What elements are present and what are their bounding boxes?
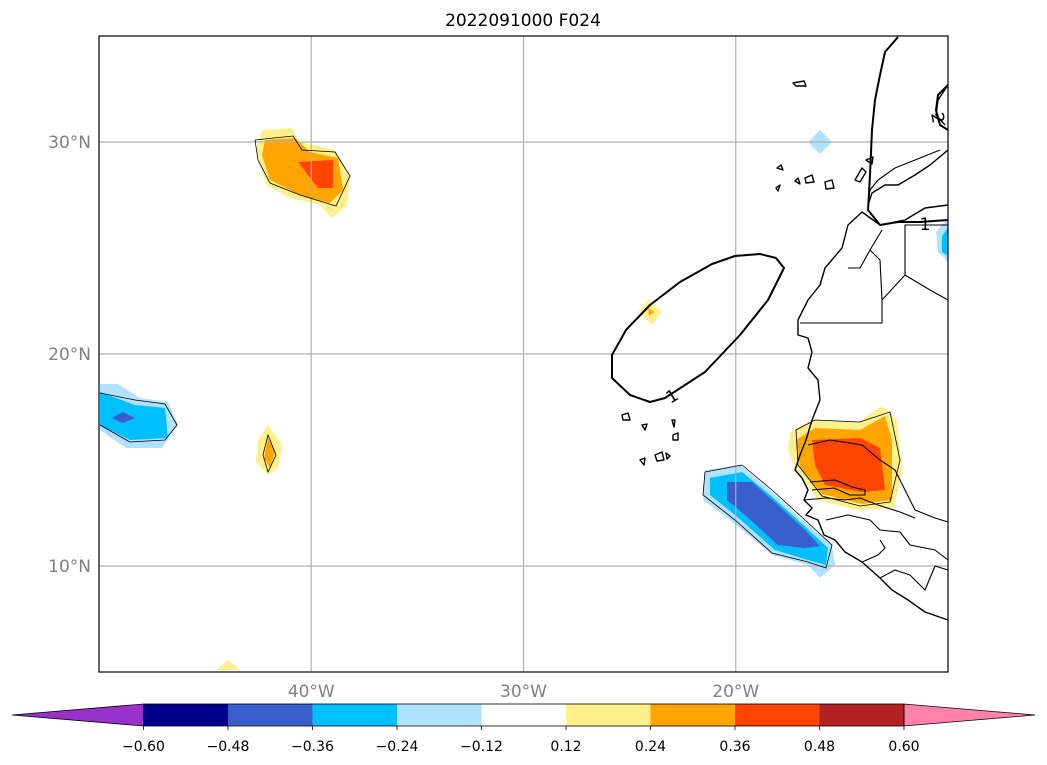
colorbar-segment xyxy=(566,704,651,726)
colorbar-segment xyxy=(481,704,566,726)
colorbar-level-label: 0.24 xyxy=(635,739,666,755)
contour-label-africa: 1 xyxy=(920,215,931,235)
outline-north-blob xyxy=(254,135,351,207)
colorbar-segment xyxy=(397,704,482,726)
colorbar-segment xyxy=(819,704,904,726)
border-mauritania-north xyxy=(800,224,948,324)
border-morocco-algeria xyxy=(867,149,941,206)
africa-coastline xyxy=(794,204,949,621)
colorbar-segment xyxy=(143,704,228,726)
border-senegal-south xyxy=(803,497,916,519)
outline-small-west xyxy=(262,433,277,474)
colorbar-segment xyxy=(312,704,397,726)
border-algeria xyxy=(869,249,883,301)
outline-ocean-blob xyxy=(702,464,833,569)
lon-tick-label: 40°W xyxy=(288,682,335,702)
border-gambia xyxy=(809,479,866,496)
lat-tick-label: 20°N xyxy=(48,345,91,365)
colorbar-segment xyxy=(228,704,313,726)
positive-anomaly-west-africa-red xyxy=(812,438,885,492)
positive-anomaly-small-west-core xyxy=(264,438,275,468)
border-liberia xyxy=(879,565,949,591)
anomaly-shading xyxy=(100,128,948,670)
map-title: 2022091000 F024 xyxy=(445,11,601,31)
colorbar-level-label: −0.48 xyxy=(207,739,250,755)
border-mali xyxy=(904,274,949,301)
lat-tick-label: 10°N xyxy=(48,557,91,577)
border-sierra-leone xyxy=(861,539,886,563)
colorbar-level-label: −0.24 xyxy=(376,739,419,755)
contour-label-iberia: 2 xyxy=(926,111,948,125)
longitude-labels: 40°W 30°W 20°W xyxy=(288,682,760,702)
contour-loop-ocean xyxy=(611,253,785,403)
canary-islands xyxy=(775,167,867,192)
colorbar-extend-high xyxy=(903,703,1036,727)
positive-anomaly-max-north xyxy=(298,160,333,188)
colorbar-labels: −0.60 −0.48 −0.36 −0.24 −0.12 0.12 0.24 0.36 0.4… xyxy=(122,726,920,755)
colorbar-level-label: 0.60 xyxy=(888,739,919,755)
colorbar-level-label: 0.36 xyxy=(719,739,750,755)
thick-contours: 1 1 2 xyxy=(611,36,949,408)
colorbar-level-label: −0.60 xyxy=(122,739,165,755)
negative-anomaly-ocean-core xyxy=(727,482,820,548)
positive-anomaly-bottom xyxy=(216,660,240,670)
colorbar-segment xyxy=(735,704,820,726)
colorbar-level-label: 0.48 xyxy=(804,739,835,755)
madeira xyxy=(776,156,874,171)
map-frame xyxy=(98,35,949,673)
colorbar-frame xyxy=(143,703,905,727)
negative-anomaly-core-west xyxy=(100,392,168,440)
outline-west-blob xyxy=(99,392,178,443)
morocco-coast xyxy=(867,149,949,206)
lat-tick-label: 30°N xyxy=(48,133,91,153)
anomaly-outlines xyxy=(99,135,901,569)
colorbar-level-label: 0.12 xyxy=(550,739,581,755)
border-guinea xyxy=(825,514,949,561)
negative-anomaly-max-west xyxy=(112,412,135,423)
colorbar xyxy=(11,703,1036,727)
lon-tick-label: 30°W xyxy=(500,682,547,702)
cape-verde-islands xyxy=(621,412,679,466)
border-senegal xyxy=(807,439,949,523)
map-area: 1 1 2 xyxy=(98,35,949,673)
colorbar-extend-low xyxy=(11,703,144,727)
contour-africa-north xyxy=(867,36,949,226)
positive-anomaly-tiny-center-core xyxy=(648,308,654,316)
contour-iberia xyxy=(935,84,949,131)
lon-tick-label: 20°W xyxy=(712,682,759,702)
colorbar-level-label: −0.36 xyxy=(291,739,334,755)
outline-west-africa xyxy=(795,411,901,507)
colorbar-segment xyxy=(650,704,735,726)
negative-anomaly-east-edge-core xyxy=(942,228,948,256)
latitude-labels: 30°N 20°N 10°N xyxy=(48,133,91,577)
border-western-sahara xyxy=(848,229,883,269)
azores-islet xyxy=(792,80,807,87)
colorbar-level-label: −0.12 xyxy=(460,739,503,755)
gridlines xyxy=(99,36,948,672)
